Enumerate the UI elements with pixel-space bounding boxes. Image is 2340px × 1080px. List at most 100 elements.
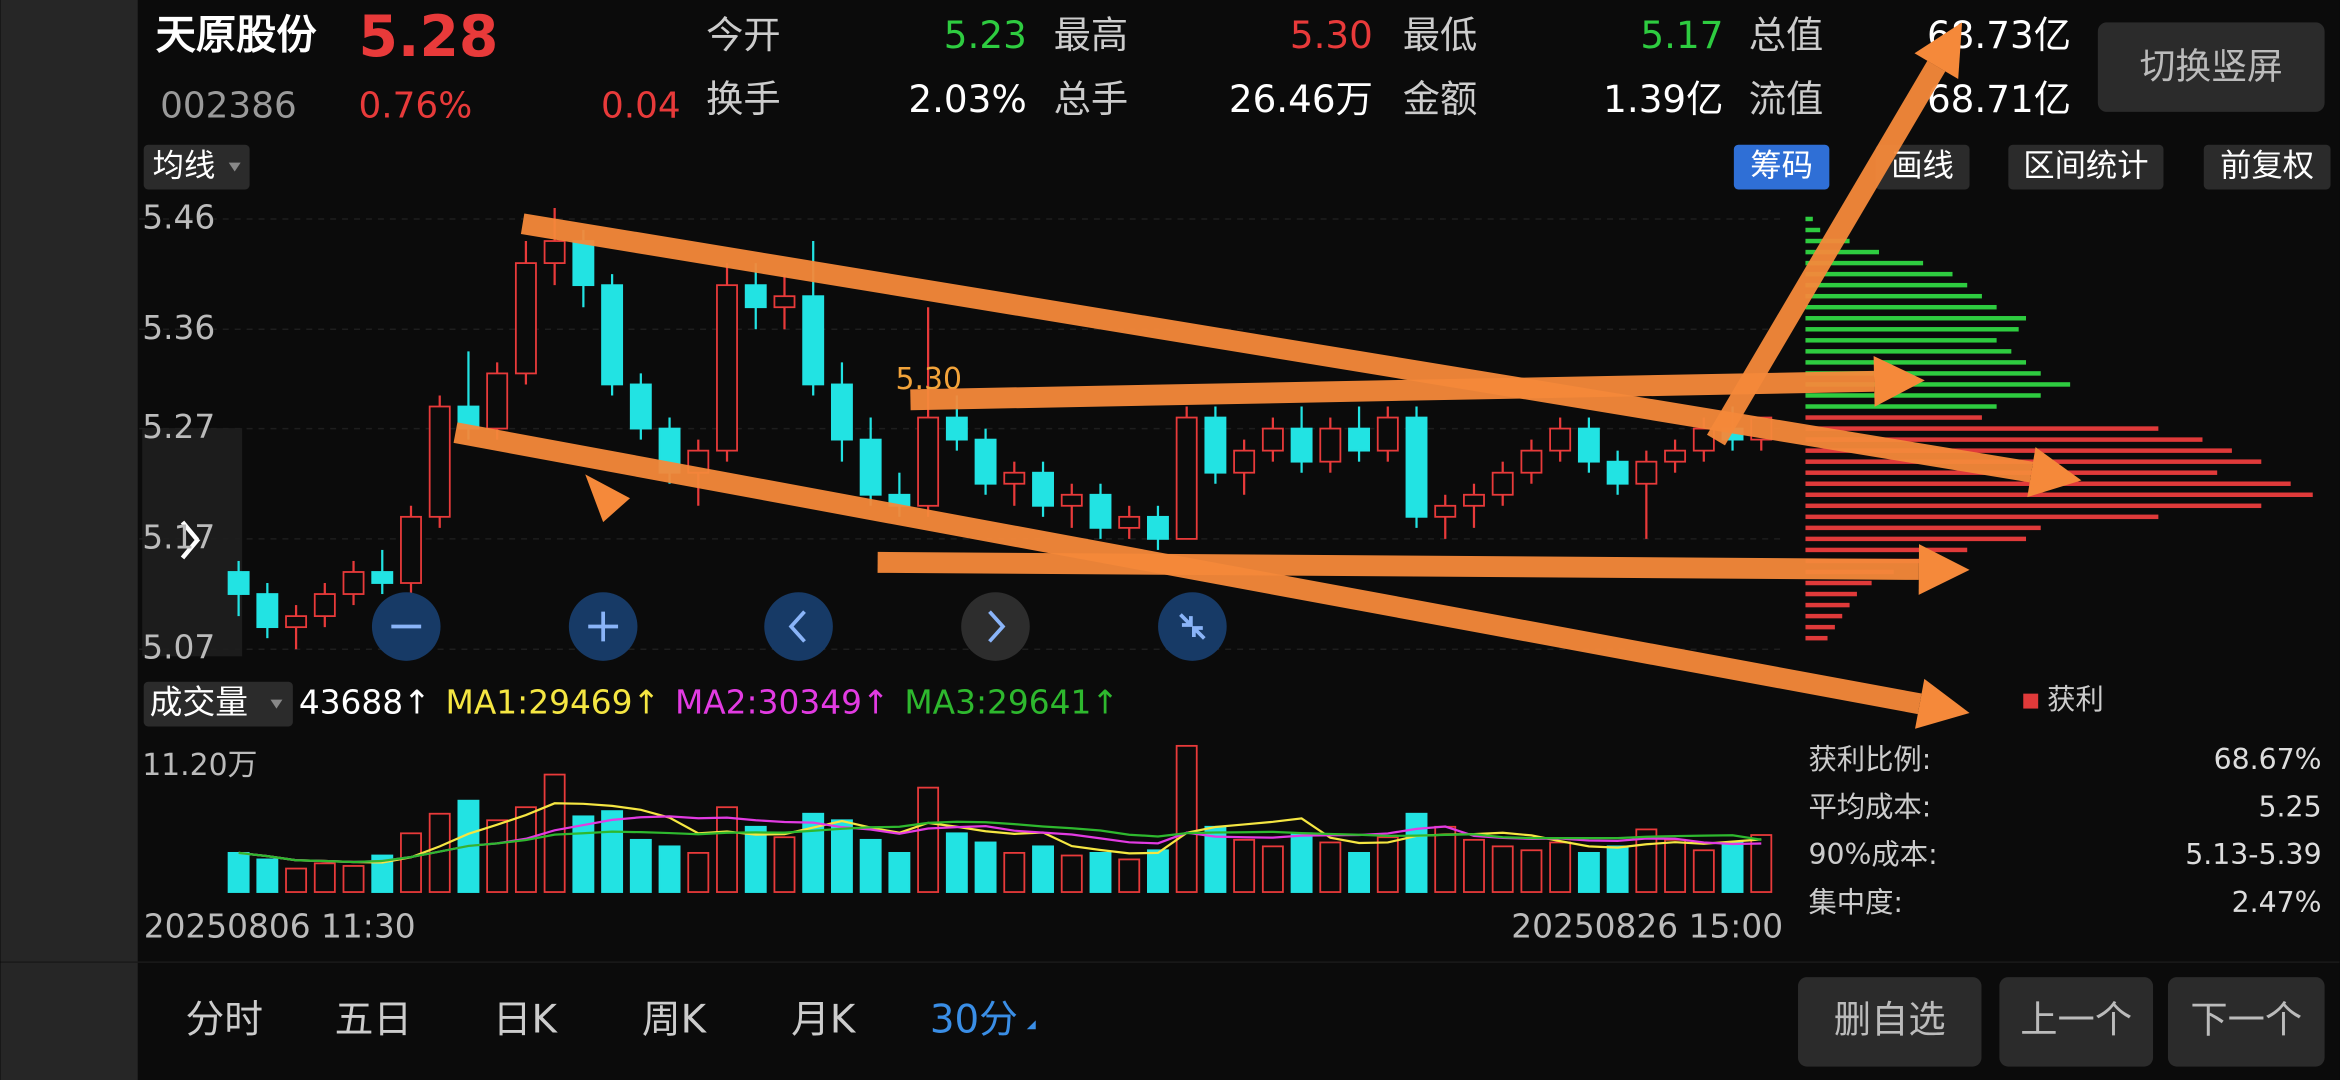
volume-axis-label: 11.20万 (142, 748, 257, 783)
tool-button[interactable] (2008, 144, 2164, 190)
volume-bar (945, 832, 968, 893)
chip-bar (1805, 580, 1872, 586)
tab[interactable]: 周K (642, 997, 708, 1042)
drawn-arrow (877, 551, 1919, 580)
chip-stat-value: 2.47% (2232, 886, 2322, 919)
ma-line (238, 802, 1762, 864)
tab[interactable]: 30分 (930, 997, 1018, 1042)
chip-bar (1805, 338, 1997, 343)
chip-bar (1805, 624, 1835, 630)
chip-bar (1805, 393, 2041, 398)
ma-line (238, 820, 1762, 864)
volume-label: 成交量 (150, 684, 248, 722)
volume-bar (1032, 845, 1054, 893)
nav-button-label: 上一个 (2020, 997, 2132, 1041)
zoom-icon (788, 610, 806, 643)
chip-bar (1805, 415, 1982, 420)
stat-value: 26.46万 (1229, 77, 1373, 121)
rotate-button[interactable] (2097, 22, 2325, 112)
drawn-arrowhead (2027, 447, 2082, 498)
tab[interactable]: 五日 (335, 997, 413, 1042)
chip-stat-label: 90%成本: (1808, 838, 1937, 871)
volume-bar (888, 851, 911, 893)
tool-label: 区间统计 (2023, 148, 2148, 184)
tab[interactable]: 月K (791, 997, 857, 1042)
change-pct: 0.76% (359, 85, 473, 126)
volume-bar (514, 806, 537, 893)
candle-body (744, 284, 767, 309)
legend-swatch (2023, 693, 2039, 709)
tool-button[interactable] (2203, 144, 2331, 190)
tool-button[interactable] (1875, 144, 1970, 190)
expand-panel[interactable] (142, 428, 243, 657)
chip-bar (1805, 635, 1828, 641)
volume-bar (1491, 845, 1514, 893)
chip-bar (1805, 371, 2041, 376)
drawn-arrowhead (1918, 544, 1970, 595)
chip-bar (1805, 327, 2019, 332)
volume-bar (486, 819, 509, 893)
tool-button[interactable] (1733, 144, 1830, 190)
stock-price: 5.28 (359, 4, 499, 70)
volume-bar (658, 845, 681, 893)
volume-bar (1664, 838, 1687, 893)
chip-bar (1805, 426, 2159, 431)
volume-bar (285, 867, 308, 893)
zoom-icon (988, 610, 1006, 643)
tool-label: 画线 (1891, 148, 1954, 184)
tab[interactable]: 日K (493, 997, 559, 1042)
volume-bar (313, 862, 336, 893)
y-tick-label: 5.27 (142, 408, 215, 446)
candle-body (572, 240, 595, 287)
candle-body (514, 262, 537, 375)
nav-button[interactable] (2167, 977, 2325, 1067)
volume-bar (629, 838, 652, 893)
nav-button[interactable] (1999, 977, 2154, 1067)
stat-label: 最高 (1054, 13, 1129, 57)
candle-body (1434, 504, 1457, 518)
chip-stat-label: 获利比例: (1808, 743, 1931, 776)
volume-bar (227, 851, 250, 893)
chip-stat-value: 5.13-5.39 (2185, 838, 2321, 871)
candle-body (1290, 427, 1313, 463)
candle-body (227, 571, 250, 595)
candle-body (1606, 460, 1629, 485)
tool-label: 筹码 (1750, 148, 1813, 184)
y-tick-label: 5.46 (142, 198, 215, 236)
chip-bar (1805, 613, 1843, 619)
volume-bar (1060, 854, 1083, 893)
candle-body (629, 383, 652, 430)
chip-stat-label: 集中度: (1808, 886, 1903, 919)
chip-bar (1805, 503, 2262, 509)
volume-legend: MA1:29469↑ (446, 684, 660, 722)
candle-body (830, 383, 853, 441)
chip-bar (1805, 216, 1813, 222)
chip-bar (1805, 227, 1821, 233)
y-tick-label: 5.07 (142, 629, 215, 667)
nav-button[interactable] (1798, 977, 1982, 1067)
drawn-arrow (910, 370, 1875, 411)
zoom-icon (588, 611, 619, 642)
candle-body (974, 438, 997, 485)
volume-bar (1692, 849, 1715, 893)
tab[interactable]: 分时 (185, 997, 263, 1042)
ma-selector[interactable] (143, 144, 250, 190)
chip-bar (1805, 249, 1879, 255)
candle-body (1405, 416, 1428, 518)
chip-bar (1805, 316, 2027, 321)
zoom-button[interactable] (764, 592, 833, 661)
volume-bar (830, 819, 853, 893)
legend-label: 获利 (2047, 683, 2104, 716)
chip-bar (1805, 525, 2041, 531)
candle-body (1463, 493, 1485, 507)
candle-body (1147, 515, 1169, 540)
chip-bar (1805, 602, 1850, 608)
volume-selector[interactable] (143, 681, 293, 727)
candle-body (1204, 416, 1227, 474)
candle-body (1032, 471, 1054, 507)
volume-legend: MA2:30349↑ (675, 684, 889, 722)
zoom-button[interactable] (961, 592, 1030, 661)
candle-body (716, 284, 738, 452)
nav-button-label: 删自选 (1834, 997, 1946, 1041)
chip-bar (1805, 293, 1982, 299)
